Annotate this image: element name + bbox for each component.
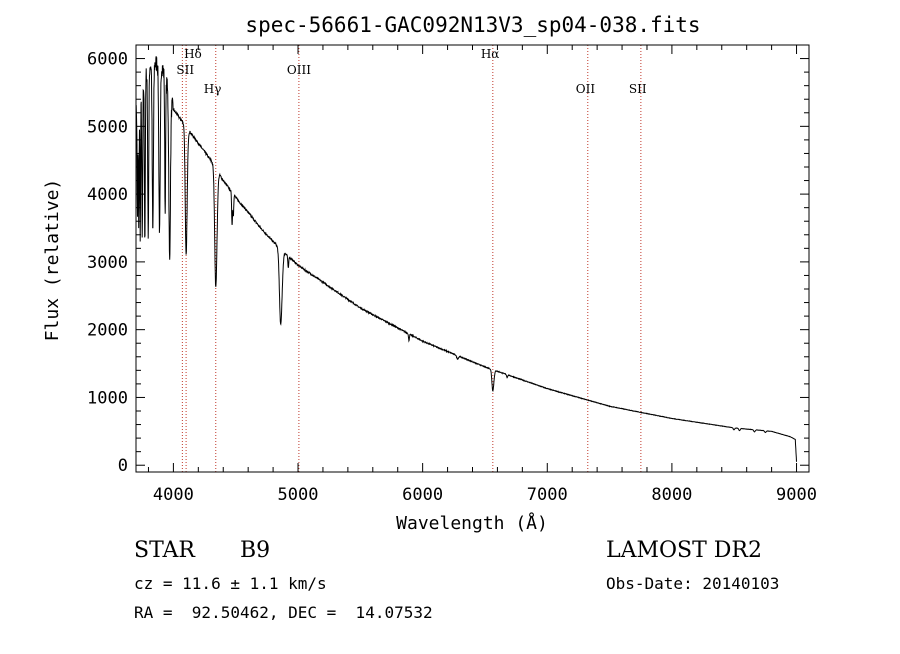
x-tick-label: 8000 xyxy=(651,485,692,505)
spectral-line-label: Hγ xyxy=(204,82,222,96)
spectral-line-label: SII xyxy=(176,63,194,77)
y-tick-label: 5000 xyxy=(87,117,128,137)
object-subclass: B9 xyxy=(240,538,271,563)
y-axis-label: Flux (relative) xyxy=(42,179,63,342)
x-tick-label: 6000 xyxy=(402,485,443,505)
y-axis: 0 1000 2000 3000 4000 5000 6000 xyxy=(87,50,809,476)
x-tick-label: 5000 xyxy=(278,485,319,505)
x-tick-label: 9000 xyxy=(776,485,817,505)
spectral-line-label: OIII xyxy=(287,63,311,77)
chart-title: spec-56661-GAC092N13V3_sp04-038.fits xyxy=(245,13,700,37)
spectral-line-label: OII xyxy=(576,82,596,96)
spectral-line-label: Hα xyxy=(481,47,500,61)
x-axis-label: Wavelength (Å) xyxy=(396,512,548,534)
object-class: STAR xyxy=(134,538,195,563)
y-tick-label: 2000 xyxy=(87,321,128,341)
plot-frame xyxy=(135,44,810,473)
x-tick-label: 7000 xyxy=(527,485,568,505)
observation-date: Obs-Date: 20140103 xyxy=(606,574,780,593)
spectral-line-label: SII xyxy=(629,82,647,96)
coordinates: RA = 92.50462, DEC = 14.07532 xyxy=(134,603,433,622)
redshift-cz: cz = 11.6 ± 1.1 km/s xyxy=(134,574,327,593)
spectrum-series xyxy=(135,56,797,462)
x-tick-label: 4000 xyxy=(153,485,194,505)
y-tick-label: 1000 xyxy=(87,388,128,408)
survey-name: LAMOST DR2 xyxy=(606,538,762,563)
spectral-line-markers: Hδ SII Hγ OIII Hα OII SII xyxy=(176,45,647,472)
spectral-line-label: Hδ xyxy=(184,47,202,61)
y-tick-label: 6000 xyxy=(87,50,128,70)
y-tick-label: 3000 xyxy=(87,253,128,273)
y-tick-label: 0 xyxy=(118,456,128,476)
x-axis: 4000 5000 6000 7000 8000 9000 xyxy=(147,45,817,505)
y-tick-label: 4000 xyxy=(87,185,128,205)
